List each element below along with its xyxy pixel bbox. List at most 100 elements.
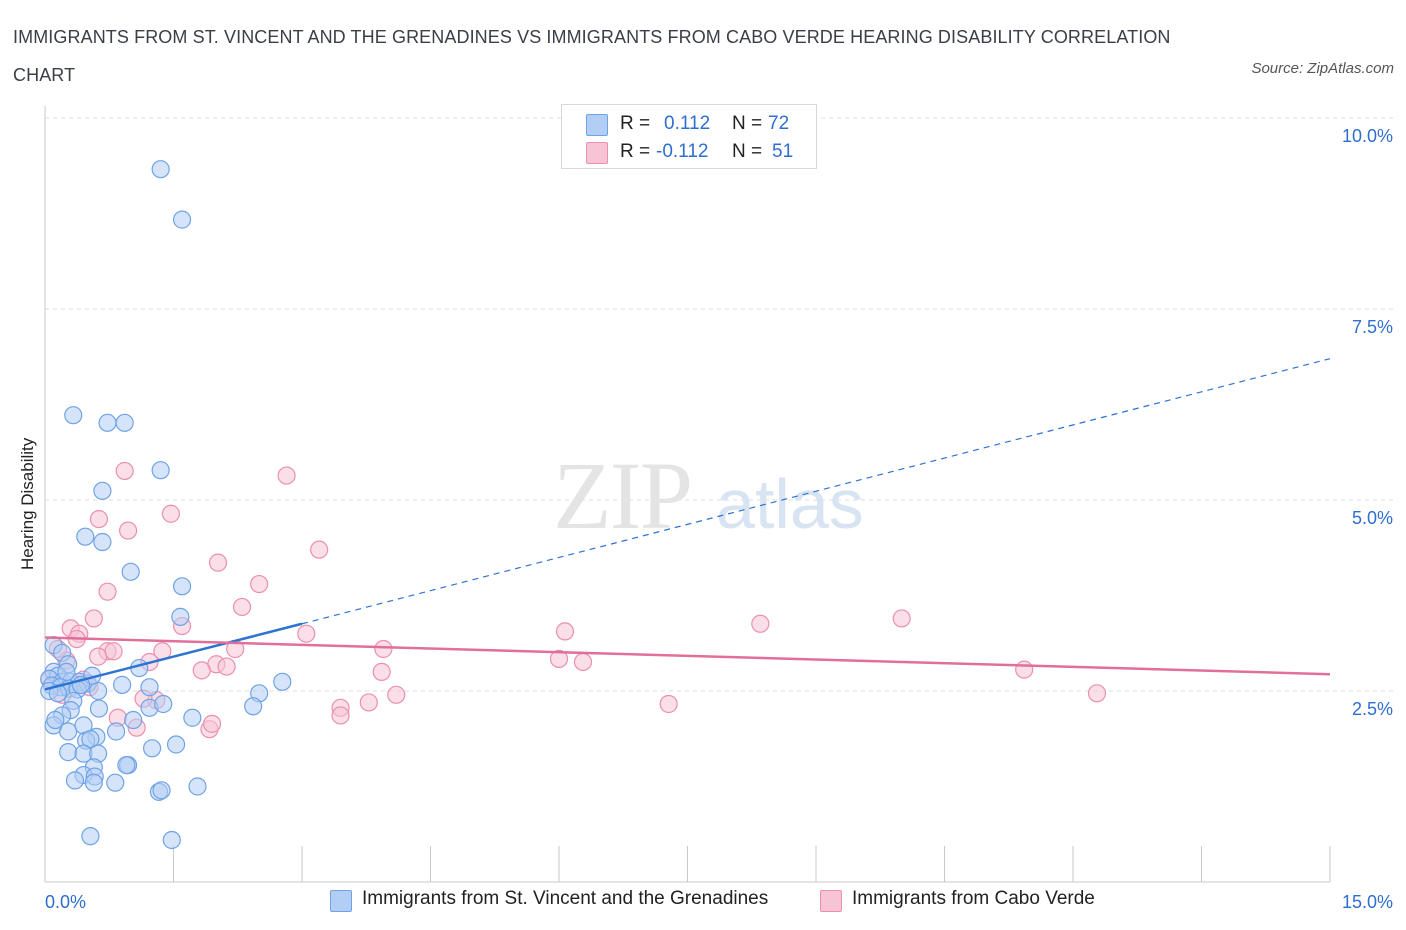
data-point (48, 684, 67, 703)
data-point (188, 777, 207, 796)
data-point (89, 699, 109, 718)
legend-swatch-blue (586, 114, 608, 136)
data-point (555, 622, 575, 641)
data-point (107, 722, 126, 741)
data-point (372, 662, 391, 682)
data-point (549, 649, 569, 669)
data-point (892, 609, 911, 628)
legend-swatch-blue (330, 890, 352, 912)
data-point (172, 577, 192, 596)
data-point (151, 160, 170, 179)
data-point (166, 735, 186, 754)
data-point (89, 509, 109, 529)
legend-label: Immigrants from Cabo Verde (852, 888, 1095, 909)
data-point (232, 597, 252, 617)
y-tick-label: 7.5% (1352, 317, 1393, 337)
data-point (217, 657, 236, 676)
data-point (171, 607, 190, 626)
x-tick-label: 0.0% (45, 892, 86, 912)
data-point (573, 652, 593, 672)
chart-title: IMMIGRANTS FROM ST. VINCENT AND THE GREN… (13, 27, 1171, 85)
data-point (57, 662, 76, 682)
watermark-zip: ZIP (553, 442, 691, 549)
data-point (1087, 684, 1107, 703)
data-point (46, 710, 65, 730)
data-point (98, 413, 117, 432)
data-point (331, 706, 350, 725)
data-point (59, 743, 78, 762)
data-point (84, 609, 103, 628)
legend-n-value: 51 (772, 141, 794, 162)
data-point (172, 210, 192, 229)
x-tick-label: 15.0% (1342, 892, 1393, 912)
legend-n-label: N = (732, 141, 763, 162)
data-point (81, 827, 100, 846)
data-point (659, 694, 678, 714)
data-point (250, 574, 269, 594)
data-point (273, 672, 292, 691)
data-point (93, 481, 112, 500)
y-tick-label: 10.0% (1342, 126, 1393, 146)
data-point (117, 756, 136, 775)
trend-line-st-vincent-dashed (301, 358, 1331, 625)
data-point (359, 693, 378, 712)
data-point (192, 661, 211, 680)
legend-r-value: -0.112 (656, 141, 709, 162)
data-point (59, 722, 78, 741)
data-point (142, 739, 162, 758)
legend-swatch-pink (586, 142, 608, 164)
legend-n-value: 72 (768, 113, 790, 134)
source-credit: Source: ZipAtlas.com (1251, 60, 1394, 77)
data-point (154, 694, 173, 714)
data-point (104, 642, 123, 661)
correlation-legend: R = 0.112 N = 72 R = -0.112 N = 51 (561, 104, 817, 169)
y-tick-label: 2.5% (1352, 699, 1393, 719)
data-point (64, 406, 83, 425)
data-point (121, 562, 140, 581)
watermark: ZIP atlas (553, 442, 864, 549)
watermark-atlas: atlas (716, 465, 864, 543)
data-point (374, 639, 393, 659)
data-point (118, 521, 138, 540)
trend-line-cabo-verde (44, 636, 1331, 676)
data-point (93, 532, 112, 552)
data-point (310, 540, 329, 559)
data-point (208, 553, 228, 572)
data-point (183, 708, 202, 727)
legend-r-label: R = (620, 141, 651, 162)
legend-swatch-pink (820, 890, 842, 912)
series-st-vincent-points (40, 160, 292, 850)
data-point (202, 714, 222, 733)
data-point (244, 697, 263, 716)
data-point (751, 614, 770, 633)
data-point (89, 647, 108, 666)
trend-line-st-vincent-solid (44, 622, 303, 691)
legend-n-label: N = (732, 113, 763, 134)
y-axis-title: Hearing Disability (18, 437, 37, 570)
data-point (76, 527, 95, 546)
legend-label: Immigrants from St. Vincent and the Gren… (362, 888, 769, 909)
data-point (112, 675, 132, 694)
trend-lines (44, 358, 1331, 691)
data-point (115, 413, 134, 432)
legend-r-value: 0.112 (664, 113, 711, 134)
data-point (124, 710, 143, 730)
data-point (162, 830, 181, 850)
data-point (98, 582, 117, 601)
data-point (161, 504, 181, 523)
data-point (81, 730, 100, 749)
data-point (65, 771, 85, 790)
data-point (115, 461, 134, 481)
data-point (151, 461, 170, 480)
data-point (140, 678, 159, 697)
data-point (106, 773, 125, 792)
data-point (89, 681, 108, 701)
legend-r-label: R = (620, 113, 651, 134)
axes (44, 106, 1331, 883)
y-tick-label: 5.0% (1352, 508, 1393, 528)
data-point (297, 624, 316, 643)
data-point (387, 685, 406, 704)
data-point (1015, 660, 1034, 679)
tick-labels: 2.5% 5.0% 7.5% 10.0% 0.0% 15.0% (45, 126, 1393, 912)
